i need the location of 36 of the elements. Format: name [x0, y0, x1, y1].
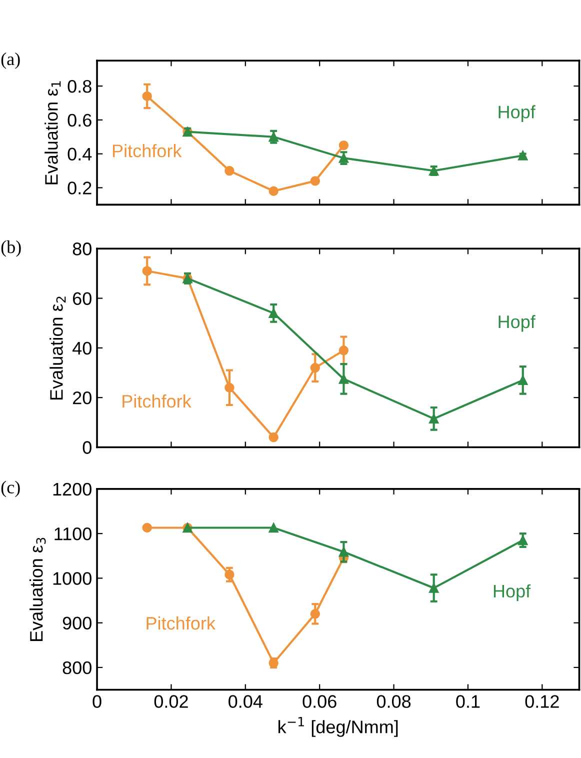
text: (c) [1, 480, 20, 498]
y-tick-label: 1200 [53, 482, 92, 496]
y-tick-label: 900 [62, 616, 92, 630]
y-axis-title: Evaluation ε$_{3}$ [30, 538, 46, 641]
y-tick-label: 1000 [53, 572, 92, 585]
y-tick-label: 60 [73, 292, 92, 305]
series-label: Pitchfork [112, 144, 182, 158]
x-tick-label: 0.04 [228, 695, 262, 708]
x-tick-label: 0 [92, 695, 102, 708]
series-label: Hopf [498, 105, 536, 122]
y-axis-title: Evaluation ε$_{1}$ [44, 81, 61, 184]
x-tick-label: 0.08 [376, 695, 411, 708]
text: Hopf [498, 314, 536, 332]
y-tick-label: 0 [82, 441, 92, 454]
point [142, 522, 152, 533]
series-label: Pitchfork [122, 394, 192, 408]
x-tick-label: 0.02 [154, 695, 188, 708]
y-tick-label: 0.8 [68, 80, 92, 93]
y-tick-label: 80 [72, 242, 92, 256]
point [268, 522, 278, 533]
text: (a) [1, 52, 20, 69]
y-tick-label: 0.6 [68, 114, 92, 127]
x-axis-title: k$^{−1}$ [deg/Nmm] [278, 717, 398, 737]
y-tick-label: 0.2 [68, 182, 92, 194]
series-label: Hopf [494, 584, 531, 602]
text: (b) [1, 240, 21, 257]
y-tick-label: 20 [72, 392, 92, 404]
y-tick-label: 0.4 [68, 148, 92, 161]
y-axis-title: Evaluation ε$_{2}$ [50, 296, 66, 400]
y-tick-label: 40 [72, 342, 92, 355]
y-tick-label: 1100 [54, 527, 92, 540]
y-tick-label: 800 [62, 661, 92, 674]
series-label: Pitchfork [146, 616, 216, 630]
x-tick-label: 0.1 [456, 695, 480, 708]
x-tick-label: 0.06 [302, 695, 336, 708]
x-tick-label: 0.12 [525, 695, 559, 708]
